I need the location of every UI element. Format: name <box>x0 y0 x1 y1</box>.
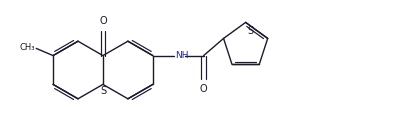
Text: S: S <box>100 86 106 96</box>
Text: S: S <box>247 26 253 36</box>
Text: NH: NH <box>175 51 189 60</box>
Text: CH₃: CH₃ <box>19 43 35 52</box>
Text: O: O <box>99 16 107 26</box>
Text: O: O <box>200 84 208 94</box>
